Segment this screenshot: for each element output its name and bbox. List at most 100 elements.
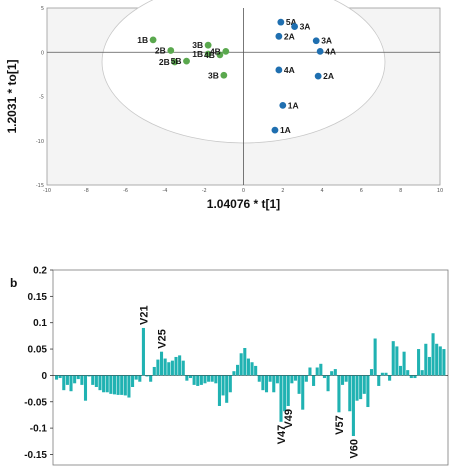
bar — [272, 375, 276, 393]
bar — [87, 375, 91, 377]
bar — [333, 369, 337, 376]
variable-label: V57 — [334, 415, 346, 435]
bar — [98, 375, 102, 391]
x-tick-label: -10 — [43, 188, 51, 194]
data-point-3B — [204, 41, 212, 49]
bar — [344, 375, 348, 382]
point-label: 3B — [192, 40, 203, 50]
bar — [192, 375, 196, 385]
variable-label: V21 — [138, 305, 150, 325]
bar — [369, 369, 374, 376]
bar — [290, 375, 294, 384]
bar — [127, 375, 131, 398]
x-tick-label: 10 — [437, 188, 443, 194]
bar — [131, 375, 135, 387]
bar — [377, 375, 381, 386]
data-point-1B — [204, 50, 212, 58]
bar — [236, 364, 240, 376]
bar — [102, 375, 106, 393]
bar — [105, 375, 109, 393]
bar — [225, 375, 229, 403]
bar — [163, 358, 167, 376]
bar — [221, 375, 225, 396]
bar — [65, 375, 69, 385]
x-tick-label: 0 — [242, 188, 245, 194]
bar — [337, 375, 341, 413]
bar — [167, 362, 171, 376]
y-tick-label: -0.15 — [24, 450, 47, 461]
bar — [380, 372, 384, 376]
data-point-1A — [271, 126, 279, 134]
bar — [109, 375, 113, 394]
bar — [196, 375, 200, 386]
bar — [398, 365, 403, 376]
bar — [326, 375, 330, 392]
bar — [362, 375, 366, 394]
bar — [304, 375, 308, 382]
bar — [355, 375, 359, 401]
point-label: 4A — [284, 65, 295, 75]
bar — [91, 375, 95, 385]
bar — [138, 375, 142, 382]
variable-label: V25 — [157, 329, 169, 349]
y-tick-label: 5 — [41, 6, 44, 12]
bar — [264, 375, 269, 393]
bar — [373, 338, 377, 376]
bar — [268, 375, 272, 382]
bar — [58, 375, 62, 379]
y-tick-label: -15 — [36, 183, 44, 189]
bar — [384, 372, 388, 376]
point-label: 2A — [323, 71, 334, 81]
point-label: 1A — [280, 125, 291, 135]
bar — [286, 375, 290, 406]
bar — [76, 375, 80, 380]
data-point-5A — [277, 18, 285, 26]
y-axis-label: 1.2031 * to[1] — [5, 59, 19, 133]
bar — [217, 375, 221, 406]
data-point-4A — [316, 47, 324, 55]
bar — [409, 375, 413, 379]
bar — [359, 375, 363, 400]
bar — [250, 362, 254, 376]
bar — [80, 375, 84, 385]
bar — [319, 363, 323, 376]
bar — [257, 375, 261, 382]
bar — [297, 375, 301, 394]
point-label: 2B — [159, 57, 170, 67]
point-label: 3A — [300, 22, 311, 32]
bar — [145, 375, 149, 377]
variable-label: V60 — [348, 439, 360, 459]
bar — [261, 375, 265, 391]
bar — [116, 375, 120, 395]
x-tick-label: 2 — [281, 188, 284, 194]
data-point-1B — [149, 36, 157, 44]
bar — [301, 375, 305, 410]
bar — [178, 355, 182, 376]
data-point-2A — [275, 32, 283, 40]
point-label: 1B — [137, 35, 148, 45]
data-point-2A — [314, 72, 322, 80]
point-label: 2B — [155, 45, 166, 55]
point-label: 4B — [204, 50, 215, 60]
bar — [214, 375, 218, 384]
bar — [174, 356, 178, 376]
data-point-4B — [222, 47, 230, 55]
point-label: 2A — [284, 31, 295, 41]
bar — [322, 375, 326, 379]
bar — [402, 351, 406, 376]
y-tick-label: 0.05 — [28, 345, 48, 356]
y-tick-label: -0.05 — [24, 397, 47, 408]
bar — [156, 359, 160, 376]
point-label: 4A — [325, 46, 336, 56]
data-point-3A — [291, 23, 298, 30]
bar — [170, 360, 174, 376]
bar — [312, 375, 316, 386]
data-point-4A — [275, 66, 283, 74]
bar — [424, 343, 428, 376]
x-tick-label: 6 — [360, 188, 363, 194]
bar — [94, 375, 98, 387]
y-tick-label: -10 — [36, 139, 44, 145]
bar — [435, 343, 439, 376]
